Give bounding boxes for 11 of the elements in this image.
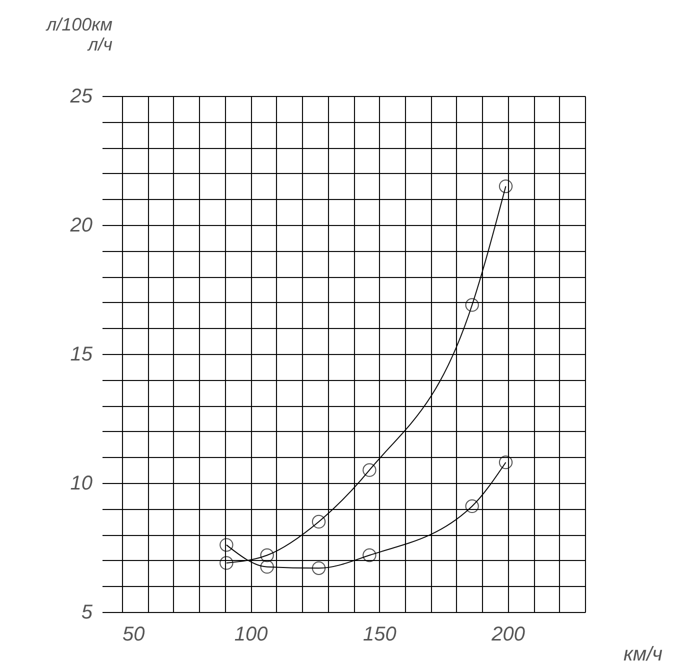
y-tick-label: 15: [70, 344, 94, 366]
x-tick-label: 200: [490, 624, 526, 646]
x-tick-label: 50: [122, 624, 145, 646]
x-tick-label: 100: [234, 624, 268, 646]
y-axis-title: л/100км л/ч: [45, 14, 112, 54]
y-tick-label: 10: [70, 472, 92, 494]
x-tick-label: 150: [363, 624, 396, 646]
y-tick-label: 5: [81, 602, 94, 624]
x-axis-title: км/ч: [623, 644, 662, 666]
y-tick-label: 20: [69, 214, 92, 236]
y-tick-label: 25: [69, 86, 94, 108]
